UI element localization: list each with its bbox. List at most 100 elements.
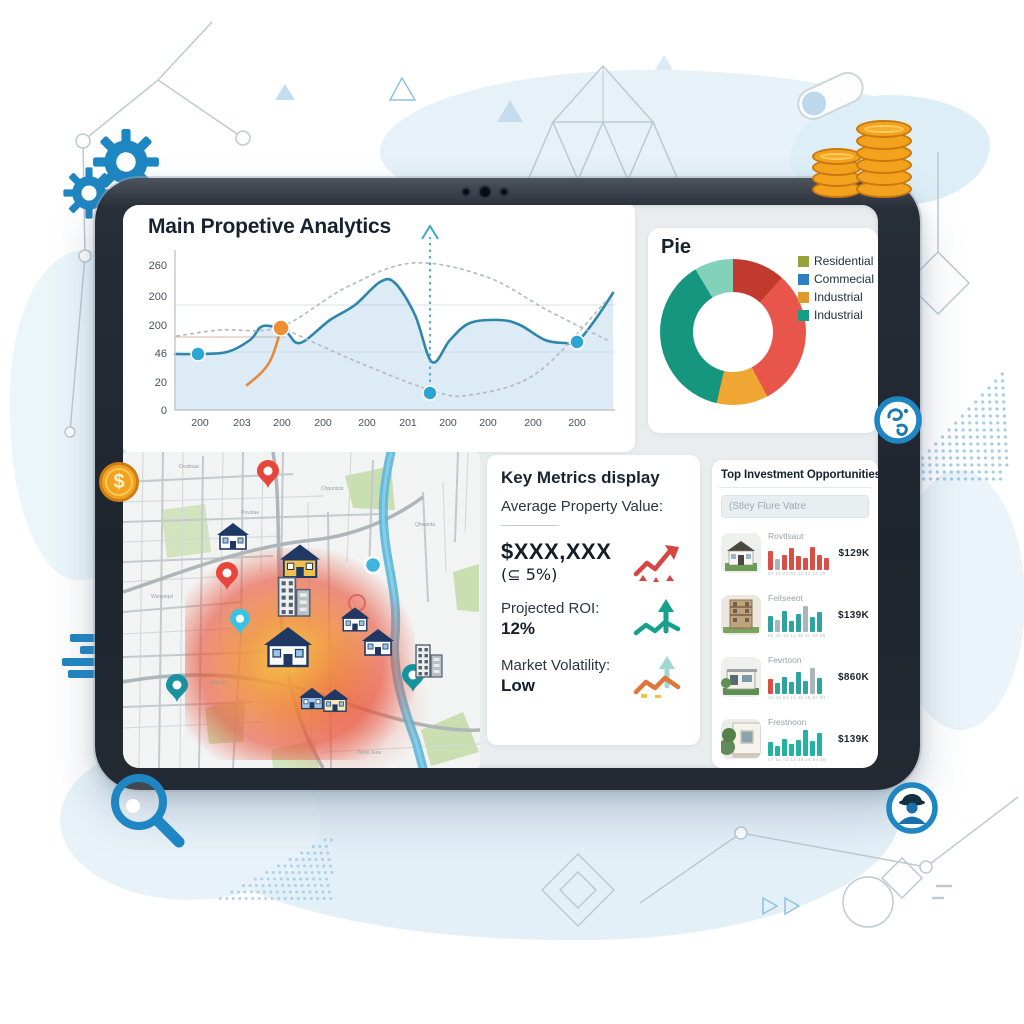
x-tick-label: 203: [233, 417, 251, 429]
x-tick-label: 200: [314, 417, 332, 429]
dollar-coin-icon: $: [99, 462, 139, 502]
metric-label: Projected ROI:: [501, 599, 600, 617]
property-price: $139K: [838, 609, 869, 621]
legend-swatch: [798, 309, 809, 321]
house-marker: [340, 607, 370, 632]
legend-label: Industrial: [814, 290, 863, 304]
property-name: Feitseeot: [768, 592, 803, 603]
nested-diamond-outline: [540, 852, 616, 928]
house-yellow-marker: [280, 544, 320, 578]
legend-label: Commecial: [814, 272, 875, 286]
opportunity-row[interactable]: Frestnoon 07 52 03 13 28 45 04 85 $139K: [721, 712, 869, 766]
property-price: $139K: [838, 733, 869, 745]
dashboard-screen: Main Propetive Analytics 260 200 200 46 20 0 2…: [123, 205, 878, 768]
divider: [719, 487, 871, 488]
sparkline-bars: [768, 667, 828, 694]
metric-value: 12%: [501, 618, 536, 638]
property-name: Frestnoon: [768, 716, 807, 727]
analytics-title: Main Propetive Analytics: [148, 215, 391, 238]
opportunity-row[interactable]: Rovtlsaut 07 10 22 01 11 42 43 25 $129K: [721, 526, 869, 580]
opportunities-panel: Top Investment Opportunities Rovtlsaut 07…: [712, 460, 878, 768]
street-label: Yeow Jvea: [357, 750, 381, 756]
house-marker: [217, 523, 249, 550]
street-label: Qhwanta: [415, 522, 435, 528]
search-input[interactable]: [721, 495, 869, 518]
opportunities-title: Top Investment Opportunities: [721, 469, 878, 481]
trend-up-orange-icon: [633, 656, 681, 698]
metric-value: $XXX,XXX: [501, 538, 612, 564]
y-tick-label: 200: [149, 291, 167, 303]
pin-red-marker[interactable]: [257, 460, 279, 488]
y-tick-label: 200: [149, 320, 167, 332]
pin-teal-marker[interactable]: [166, 674, 188, 702]
legend-item: Residential: [798, 254, 874, 268]
y-tick-label: 46: [155, 348, 167, 360]
camera-sensor: [463, 189, 469, 195]
data-point-marker: [569, 334, 585, 350]
map-panel: Ovsitnaa Chpuntzst Qhwanta Povstae Wanyeqvt U…: [123, 452, 480, 768]
key-metrics-panel: Key Metrics display Average Property Val…: [487, 455, 700, 745]
pie-panel: Pie Residential Commecial Industrial Ind…: [648, 228, 878, 433]
metric-label: Average Property Value:: [501, 498, 664, 515]
property-value-trend-line: [173, 277, 615, 364]
sparkline-axis: 07 52 03 13 28 45 04 85: [768, 756, 826, 762]
camera-sensor: [501, 189, 507, 195]
y-tick-label: 20: [155, 377, 167, 389]
metrics-title: Key Metrics display: [501, 468, 660, 487]
x-tick-label: 200: [479, 417, 497, 429]
y-tick-label: 0: [161, 405, 167, 417]
coin: [812, 148, 862, 165]
house-pair-marker: [299, 687, 349, 712]
property-photo: [721, 533, 761, 573]
legend-item: Industrial: [798, 290, 874, 304]
opportunities-list: Rovtlsaut 07 10 22 01 11 42 43 25 $129K Fei…: [721, 526, 869, 766]
trend-up-teal-icon: [633, 599, 681, 636]
street-label: Ubyntw: [209, 680, 226, 686]
map-markers-layer: Ovsitnaa Chpuntzst Qhwanta Povstae Wanyeqvt U…: [151, 460, 443, 756]
x-tick-label: 200: [191, 417, 209, 429]
y-tick-label: 260: [149, 260, 167, 272]
street-label: Chpuntzst: [321, 486, 344, 492]
legend-swatch: [798, 255, 809, 267]
data-point-marker: [190, 346, 206, 362]
pill-icon: [797, 71, 864, 120]
opportunity-row[interactable]: Feitseeot 02 41 13 11 48 51 83 58 $139K: [721, 588, 869, 642]
magnifier-icon: [111, 774, 185, 848]
metric-label: Market Volatility:: [501, 656, 611, 674]
camera-lens: [480, 187, 490, 197]
analytics-panel: Main Propetive Analytics 260 200 200 46 20 0 2…: [123, 205, 635, 452]
metric-value: Low: [501, 675, 535, 695]
person-badge-icon: [886, 782, 938, 834]
secondary-trend-line: [245, 327, 283, 387]
x-tick-label: 201: [399, 417, 417, 429]
sparkline-bars: [768, 605, 828, 632]
x-tick-label: 200: [273, 417, 291, 429]
property-photo: [721, 719, 761, 759]
pie-title: Pie: [661, 236, 692, 258]
halftone-dots: [218, 372, 1009, 900]
street-label: Wanyeqvt: [151, 594, 174, 600]
legend-swatch: [798, 291, 809, 303]
property-price: $129K: [838, 547, 870, 559]
property-name: Fevrtoon: [768, 654, 802, 665]
opportunity-row[interactable]: Fevrtoon 13 40 61 11 45 15 87 53 $860K: [721, 650, 869, 704]
gears-icon: [63, 129, 159, 219]
dot-blue-marker: [363, 555, 383, 575]
circle-outline: [842, 876, 894, 928]
x-tick-label: 200: [524, 417, 542, 429]
house-marker: [362, 629, 394, 656]
pin-cyan-marker[interactable]: [230, 608, 250, 634]
building-marker: [277, 576, 311, 617]
ring-red-marker: [348, 594, 366, 612]
legend-label: Industrial: [814, 308, 863, 322]
sparkline-bars: [768, 729, 828, 756]
metric-delta: (⊆ 5%): [501, 564, 558, 584]
pin-red-marker[interactable]: [216, 562, 238, 590]
pie-legend: Residential Commecial Industrial Industr…: [798, 254, 874, 326]
x-tick-label: 200: [439, 417, 457, 429]
forecast-upper-line: [176, 261, 608, 341]
camera-dots: [435, 185, 535, 199]
legend-item: Industrial: [798, 308, 874, 322]
